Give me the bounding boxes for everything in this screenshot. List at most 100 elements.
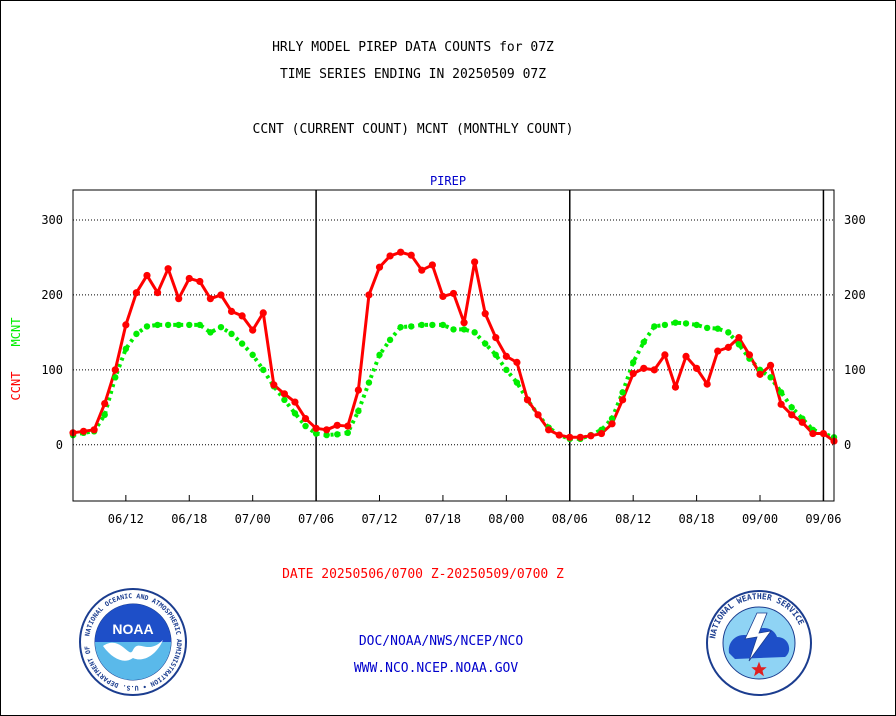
point-ccnt-19 (270, 381, 278, 389)
ylabel-mcnt: MCNT (9, 318, 23, 347)
title-line-2: TIME SERIES ENDING IN 20250509 07Z (280, 67, 546, 82)
y-tick-left-300: 300 (41, 213, 63, 227)
day-dividers (315, 190, 825, 501)
point-mcnt-8 (154, 321, 161, 329)
point-ccnt-61 (714, 347, 722, 355)
point-mcnt-51 (608, 415, 616, 422)
point-mcnt-40 (492, 351, 499, 359)
point-ccnt-64 (745, 351, 754, 359)
point-ccnt-20 (280, 390, 288, 398)
subtitle: CCNT (CURRENT COUNT) MCNT (MONTHLY COUNT… (253, 122, 574, 137)
point-mcnt-16 (238, 340, 246, 347)
title-line-1: HRLY MODEL PIREP DATA COUNTS for 07Z (272, 40, 554, 55)
point-ccnt-36 (449, 289, 458, 298)
point-ccnt-70 (809, 429, 817, 438)
point-mcnt-31 (397, 323, 404, 331)
point-mcnt-41 (503, 366, 510, 374)
point-ccnt-58 (682, 352, 690, 360)
point-ccnt-37 (460, 319, 468, 327)
point-mcnt-7 (143, 323, 151, 330)
x-tick-label-4: 07/12 (361, 512, 397, 526)
point-ccnt-51 (608, 420, 616, 428)
point-ccnt-50 (597, 429, 606, 438)
point-mcnt-5 (122, 345, 130, 353)
point-mcnt-22 (302, 422, 309, 430)
point-ccnt-69 (798, 418, 806, 426)
x-tick-label-2: 07/00 (235, 512, 271, 526)
point-mcnt-54 (640, 338, 647, 346)
x-tick-label-5: 07/18 (425, 512, 461, 526)
point-ccnt-16 (238, 312, 246, 320)
point-mcnt-18 (260, 366, 267, 374)
noaa-logo-icon: NATIONAL OCEANIC AND ATMOSPHERIC ADMINIS… (79, 588, 187, 696)
nws-logo-icon: NATIONAL WEATHER SERVICE (706, 590, 812, 696)
point-ccnt-26 (344, 422, 352, 430)
point-ccnt-56 (661, 351, 669, 359)
y-tick-left-200: 200 (41, 288, 63, 302)
point-mcnt-27 (355, 407, 362, 415)
noaa-wordmark: NOAA (112, 621, 153, 637)
point-mcnt-17 (249, 351, 256, 359)
point-mcnt-62 (725, 329, 732, 336)
point-ccnt-40 (492, 334, 500, 342)
x-tick-label-7: 08/06 (552, 512, 588, 526)
point-ccnt-6 (132, 289, 141, 297)
point-ccnt-23 (312, 424, 320, 432)
x-tick-labels: 06/12 06/18 07/00 07/06 07/12 07/18 08/00 08/06… (108, 495, 841, 526)
point-ccnt-35 (439, 292, 447, 301)
point-ccnt-49 (587, 432, 595, 440)
point-mcnt-30 (386, 336, 394, 344)
point-ccnt-57 (671, 383, 680, 391)
point-mcnt-34 (429, 321, 436, 329)
point-mcnt-67 (777, 389, 785, 396)
point-ccnt-48 (576, 433, 584, 441)
point-ccnt-47 (566, 433, 574, 441)
x-tick-label-3: 07/06 (298, 512, 334, 526)
y-tick-right-200: 200 (844, 288, 866, 302)
point-ccnt-65 (756, 370, 764, 378)
point-mcnt-4 (112, 374, 119, 381)
point-mcnt-29 (376, 351, 383, 359)
x-tick-label-10: 09/00 (742, 512, 778, 526)
y-tick-left-100: 100 (41, 363, 63, 377)
y-tick-labels: 0 0 100 100 200 200 300 300 (41, 213, 865, 452)
point-ccnt-34 (428, 261, 436, 269)
x-tick-label-6: 08/00 (488, 512, 524, 526)
point-ccnt-7 (143, 271, 151, 280)
point-ccnt-31 (397, 248, 405, 256)
point-mcnt-24 (323, 431, 330, 439)
point-mcnt-57 (672, 319, 679, 326)
grid-lines (73, 219, 834, 446)
point-mcnt-56 (661, 321, 669, 329)
url-link[interactable]: WWW.NCO.NCEP.NOAA.GOV (354, 661, 519, 676)
point-ccnt-4 (111, 366, 119, 374)
point-ccnt-11 (185, 274, 193, 283)
point-ccnt-25 (333, 421, 341, 429)
point-ccnt-33 (418, 266, 426, 274)
point-mcnt-28 (365, 379, 373, 386)
point-ccnt-28 (365, 291, 373, 299)
point-mcnt-36 (450, 326, 457, 333)
x-tick-label-1: 06/18 (171, 512, 207, 526)
point-mcnt-60 (703, 324, 711, 332)
point-mcnt-13 (207, 329, 214, 336)
point-mcnt-10 (175, 321, 182, 329)
point-mcnt-26 (344, 429, 352, 437)
point-ccnt-44 (534, 411, 542, 419)
point-ccnt-10 (175, 295, 183, 303)
point-mcnt-68 (788, 404, 795, 411)
point-mcnt-9 (164, 321, 172, 329)
chart-title: PIREP (430, 174, 466, 188)
point-mcnt-14 (217, 323, 225, 331)
point-ccnt-66 (766, 361, 775, 369)
point-mcnt-33 (418, 321, 425, 329)
point-ccnt-29 (375, 263, 384, 271)
point-ccnt-24 (323, 426, 331, 434)
point-mcnt-42 (513, 379, 521, 386)
point-mcnt-12 (196, 321, 204, 329)
point-ccnt-30 (386, 252, 394, 260)
point-ccnt-17 (249, 326, 257, 334)
point-mcnt-20 (281, 396, 288, 404)
x-tick-label-8: 08/12 (615, 512, 651, 526)
